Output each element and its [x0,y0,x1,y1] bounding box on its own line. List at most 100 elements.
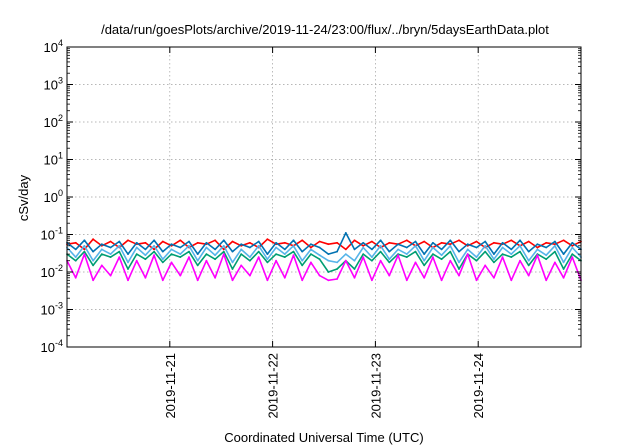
data-point [144,248,147,251]
data-point [371,256,373,258]
data-point [501,253,504,256]
data-point [475,259,478,262]
data-point [266,258,269,261]
data-point [266,253,269,256]
data-point [327,253,330,256]
data-point [458,268,460,270]
data-point [153,254,156,257]
data-point [545,279,548,282]
data-point [292,254,295,257]
data-point [432,241,434,244]
data-point [240,264,243,267]
data-point [423,240,426,243]
data-point [388,274,391,277]
data-point [484,250,487,253]
data-point [135,246,138,249]
data-point [519,250,521,253]
data-point [449,239,452,242]
series-line [66,232,582,256]
data-point [336,241,338,244]
data-point [83,253,86,256]
data-point [545,246,548,249]
data-point [135,253,138,256]
data-point [554,261,556,264]
data-point [249,274,251,277]
data-point [510,248,513,251]
data-point [170,261,173,264]
data-point [405,246,408,249]
series-line [66,253,582,282]
data-point [440,254,443,257]
data-point [423,276,426,279]
data-point [249,256,251,258]
data-point [257,240,260,243]
y-tick-label: 10-4 [41,338,63,355]
data-point [92,250,94,253]
data-point [336,278,338,280]
data-point [214,254,217,257]
data-point [231,250,234,253]
data-point [432,256,434,258]
data-point [449,259,452,262]
data-point [405,239,408,242]
data-point [205,253,208,256]
data-point [170,248,173,251]
y-tick-label: 103 [44,76,63,93]
data-point [310,246,312,249]
data-point [388,258,391,261]
data-point [292,250,295,253]
data-point [353,268,356,270]
data-point [144,241,147,244]
data-point [536,254,539,257]
data-point [353,248,356,251]
data-point [440,248,443,251]
data-point [118,240,121,243]
data-point [388,250,391,253]
data-point [388,241,391,244]
data-point [266,238,269,241]
data-point [83,248,86,251]
data-point [405,279,408,282]
data-point [423,259,426,262]
data-point [379,250,382,253]
data-point [144,276,147,279]
data-point [362,244,365,247]
data-point [562,276,565,279]
data-point [127,279,129,282]
data-point [318,274,321,277]
data-point [562,239,565,242]
data-point [283,248,286,251]
data-point [344,259,347,262]
data-point [571,246,574,249]
data-point [92,264,94,267]
data-point [362,253,365,256]
data-point [562,268,565,270]
data-point [179,256,182,258]
data-point [318,246,321,249]
y-tick-label: 104 [44,38,63,55]
data-point [231,268,234,270]
data-point [275,253,277,256]
data-point [554,250,556,253]
data-point [501,246,504,249]
data-point [484,264,487,267]
data-point [275,241,277,244]
data-point [222,253,225,256]
data-point [222,248,225,251]
data-point [179,239,182,242]
data-point [310,253,312,256]
data-point [283,256,286,258]
data-point [397,243,399,246]
data-point [74,276,77,279]
data-point [240,253,243,256]
data-point [327,279,330,282]
data-point [257,250,260,253]
data-point [458,261,460,264]
data-point [231,240,234,243]
data-point [153,248,156,251]
data-point [240,243,243,246]
x-tick-label: 2019-11-22 [266,353,281,419]
data-point [527,264,530,267]
data-point [440,279,443,282]
y-tick-label: 10-3 [41,301,63,318]
